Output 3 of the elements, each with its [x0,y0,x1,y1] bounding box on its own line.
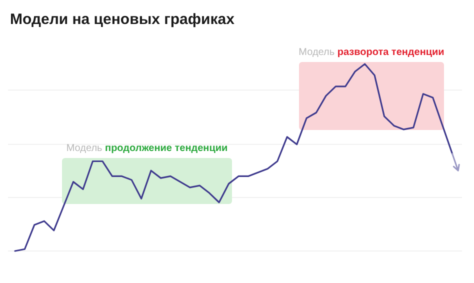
annotation: Модель продолжение тенденции [66,143,228,154]
chart-title: Модели на ценовых графиках [10,11,236,28]
text: Модель разворота тенденции [298,47,444,58]
